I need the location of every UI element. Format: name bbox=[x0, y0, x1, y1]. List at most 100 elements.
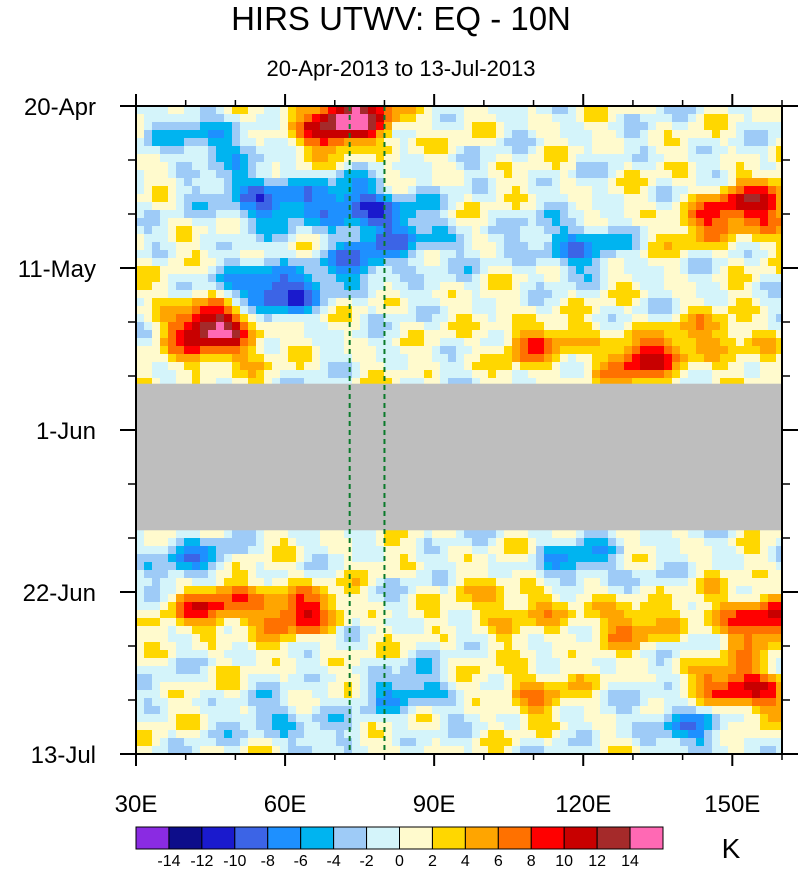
heat-cell bbox=[344, 578, 353, 587]
heat-cell bbox=[296, 546, 305, 555]
heat-cell bbox=[448, 346, 457, 355]
heat-cell bbox=[760, 562, 769, 571]
heat-cell bbox=[720, 322, 729, 331]
heat-cell bbox=[392, 322, 401, 331]
heat-cell bbox=[240, 306, 249, 315]
heat-cell bbox=[520, 114, 529, 123]
heat-cell bbox=[624, 106, 633, 115]
heat-cell bbox=[152, 138, 161, 147]
heat-cell bbox=[368, 130, 377, 139]
heat-cell bbox=[160, 370, 169, 379]
heat-cell bbox=[568, 218, 577, 227]
heat-cell bbox=[600, 266, 609, 275]
heat-cell bbox=[672, 250, 681, 259]
heat-cell bbox=[728, 554, 737, 563]
heat-cell bbox=[312, 538, 321, 547]
heat-cell bbox=[272, 146, 281, 155]
heat-cell bbox=[520, 138, 529, 147]
heat-cell bbox=[640, 170, 649, 179]
heat-cell bbox=[680, 154, 689, 163]
heat-cell bbox=[272, 226, 281, 235]
heat-cell bbox=[360, 202, 369, 211]
heat-cell bbox=[368, 106, 377, 115]
heat-cell bbox=[328, 170, 337, 179]
heat-cell bbox=[200, 186, 209, 195]
heat-cell bbox=[136, 210, 145, 219]
heat-cell bbox=[536, 570, 545, 579]
heat-cell bbox=[320, 170, 329, 179]
heat-cell bbox=[312, 530, 321, 539]
heat-cell bbox=[544, 290, 553, 299]
heat-cell bbox=[752, 114, 761, 123]
heat-cell bbox=[536, 546, 545, 555]
heat-cell bbox=[400, 282, 409, 291]
heat-cell bbox=[232, 218, 241, 227]
heat-cell bbox=[368, 594, 377, 603]
heat-cell bbox=[392, 570, 401, 579]
heat-cell bbox=[456, 546, 465, 555]
heat-cell bbox=[632, 234, 641, 243]
heat-cell bbox=[600, 554, 609, 563]
heat-cell bbox=[656, 346, 665, 355]
heat-cell bbox=[512, 178, 521, 187]
heat-cell bbox=[400, 546, 409, 555]
heat-cell bbox=[752, 578, 761, 587]
heat-cell bbox=[368, 346, 377, 355]
heat-cell bbox=[416, 562, 425, 571]
heat-cell bbox=[376, 346, 385, 355]
heat-cell bbox=[560, 546, 569, 555]
heat-cell bbox=[744, 554, 753, 563]
heat-cell bbox=[624, 226, 633, 235]
heat-cell bbox=[272, 282, 281, 291]
heat-cell bbox=[224, 378, 233, 387]
heat-cell bbox=[584, 242, 593, 251]
heat-cell bbox=[352, 330, 361, 339]
heat-cell bbox=[648, 274, 657, 283]
heat-cell bbox=[472, 338, 481, 347]
heat-cell bbox=[360, 266, 369, 275]
heat-cell bbox=[264, 554, 273, 563]
heat-cell bbox=[384, 586, 393, 595]
heat-cell bbox=[328, 258, 337, 267]
heat-cell bbox=[200, 298, 209, 307]
heat-cell bbox=[240, 330, 249, 339]
heat-cell bbox=[576, 314, 585, 323]
heat-cell bbox=[624, 178, 633, 187]
heat-cell bbox=[256, 170, 265, 179]
heat-cell bbox=[664, 378, 673, 387]
heat-cell bbox=[272, 194, 281, 203]
heat-cell bbox=[576, 298, 585, 307]
heat-cell bbox=[752, 210, 761, 219]
heat-cell bbox=[488, 594, 497, 603]
heat-cell bbox=[504, 586, 513, 595]
heat-cell bbox=[720, 250, 729, 259]
heat-cell bbox=[544, 154, 553, 163]
heat-cell bbox=[584, 282, 593, 291]
heat-cell bbox=[344, 354, 353, 363]
heat-cell bbox=[768, 314, 777, 323]
heat-cell bbox=[744, 242, 753, 251]
heat-cell bbox=[744, 138, 753, 147]
heat-cell bbox=[232, 250, 241, 259]
heat-cell bbox=[752, 194, 761, 203]
heat-cell bbox=[456, 530, 465, 539]
heat-cell bbox=[648, 202, 657, 211]
heat-cell bbox=[728, 146, 737, 155]
heat-cell bbox=[728, 122, 737, 131]
heat-cell bbox=[392, 218, 401, 227]
heat-cell bbox=[328, 186, 337, 195]
heat-cell bbox=[664, 330, 673, 339]
heat-cell bbox=[416, 250, 425, 259]
heat-cell bbox=[288, 594, 297, 603]
heat-cell bbox=[664, 274, 673, 283]
heat-cell bbox=[256, 274, 265, 283]
heat-cell bbox=[296, 346, 305, 355]
heat-cell bbox=[648, 226, 657, 235]
heat-cell bbox=[312, 594, 321, 603]
heat-cell bbox=[488, 578, 497, 587]
heat-cell bbox=[688, 570, 697, 579]
heat-cell bbox=[432, 250, 441, 259]
heat-cell bbox=[200, 570, 209, 579]
heat-cell bbox=[136, 194, 145, 203]
heat-cell bbox=[616, 538, 625, 547]
